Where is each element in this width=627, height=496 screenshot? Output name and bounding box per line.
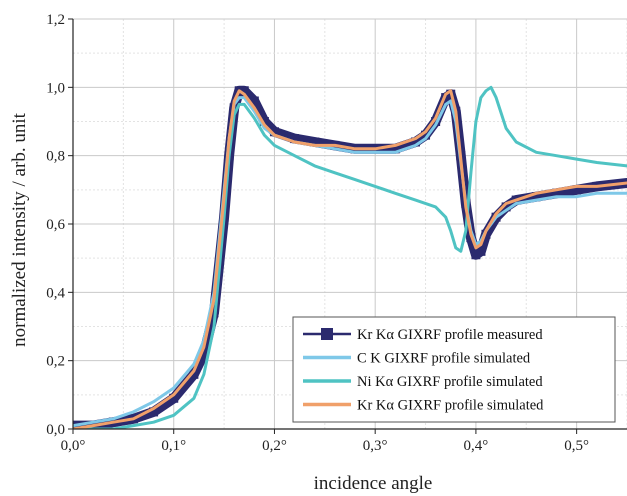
series-2 (73, 85, 627, 429)
legend-swatch-marker (321, 328, 333, 340)
legend-item: Ni Kα GIXRF profile simulated (303, 374, 543, 390)
data-point-measured (239, 86, 249, 96)
x-tick-label: 0,1° (161, 438, 186, 454)
y-tick-label: 1,2 (46, 12, 65, 28)
data-point-measured (471, 250, 481, 260)
legend: Kr Kα GIXRF profile measured C K GIXRF pr… (292, 316, 616, 423)
x-tick-label: 0,0° (61, 438, 86, 454)
series-line-3 (73, 89, 627, 429)
ticks: 0,0° 0,1° 0,2° 0,3° 0,4° 0,5° 0,0 0,2 0,4 0,6 0,8 1… (46, 12, 589, 454)
legend-label: Kr Kα GIXRF profile measured (357, 327, 543, 343)
series-line-2 (73, 85, 627, 429)
data-point-measured (199, 349, 209, 359)
data-point-measured (149, 407, 159, 417)
x-tick-label: 0,2° (262, 438, 287, 454)
data-point-measured (169, 393, 179, 403)
data-point-measured (551, 188, 561, 198)
series-3 (73, 89, 627, 429)
y-tick-label: 0,8 (46, 149, 65, 165)
data-point-measured (310, 137, 320, 147)
data-point-measured (390, 144, 400, 154)
legend-label: C K GIXRF profile simulated (357, 351, 531, 367)
data-point-measured (421, 130, 431, 140)
x-tick-label: 0,3° (363, 438, 388, 454)
legend-label: Kr Kα GIXRF profile simulated (357, 398, 544, 414)
x-tick-label: 0,5° (564, 438, 589, 454)
data-point-measured (249, 96, 259, 106)
y-tick-label: 0,6 (46, 217, 65, 233)
y-tick-label: 1,0 (46, 80, 65, 96)
data-point-measured (290, 134, 300, 144)
legend-item: Kr Kα GIXRF profile measured (303, 327, 543, 343)
data-point-measured (189, 369, 199, 379)
data-point-measured (476, 246, 486, 256)
x-axis-title: incidence angle (314, 473, 433, 494)
data-point-measured (531, 192, 541, 202)
data-point-measured (572, 185, 582, 195)
legend-item: Kr Kα GIXRF profile simulated (303, 398, 544, 414)
y-tick-label: 0,0 (46, 422, 65, 438)
x-tick-label: 0,4° (464, 438, 489, 454)
series-layer (73, 85, 627, 429)
y-tick-label: 0,4 (46, 285, 65, 301)
data-point-measured (259, 117, 269, 126)
legend-item: C K GIXRF profile simulated (303, 351, 531, 367)
y-axis-title: normalized intensity / arb. unit (9, 112, 30, 346)
legend-label: Ni Kα GIXRF profile simulated (357, 374, 543, 390)
data-point-measured (501, 202, 511, 212)
data-point-measured (269, 127, 279, 137)
y-tick-label: 0,2 (46, 354, 65, 370)
data-point-measured (410, 137, 420, 147)
